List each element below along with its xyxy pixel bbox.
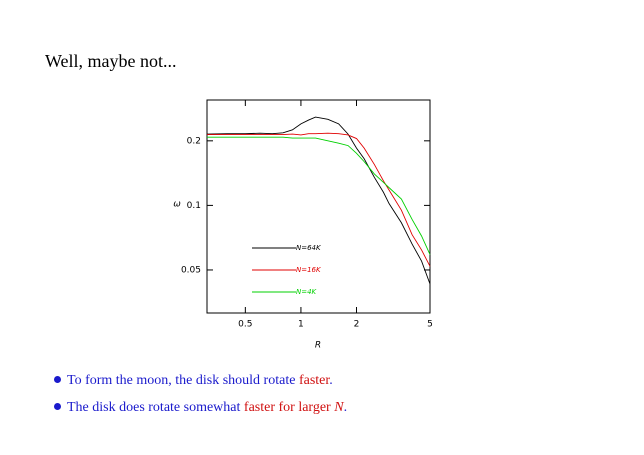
plot-frame <box>206 99 431 314</box>
bullet-text: N <box>334 400 344 415</box>
bullet-dot <box>54 403 61 410</box>
bullet-text: . <box>343 400 348 415</box>
bullet-text: faster for larger <box>243 400 335 415</box>
bullet-text: faster <box>298 373 330 388</box>
y-tick-label: 0.1 <box>187 201 201 211</box>
legend-label: N=4K <box>296 288 318 296</box>
line-series <box>207 132 431 267</box>
line-series <box>207 136 431 255</box>
y-tick-label: 0.2 <box>187 136 201 146</box>
bullet-text: To form the moon, the disk should rotate <box>67 373 299 388</box>
slide-title: Well, maybe not... <box>45 51 177 71</box>
bullet-dot <box>54 376 61 383</box>
y-axis-label: ω <box>173 200 181 210</box>
legend-label: N=16K <box>296 266 322 274</box>
x-tick-label: 0.5 <box>238 320 252 330</box>
bullet: To form the moon, the disk should rotate… <box>54 373 347 400</box>
bullet-text: . <box>329 373 333 388</box>
x-tick-label: 1 <box>298 320 304 330</box>
bullet-list: To form the moon, the disk should rotate… <box>54 373 347 427</box>
line-series <box>206 116 431 285</box>
legend-label: N=64K <box>296 244 322 252</box>
x-tick-label: 2 <box>354 320 360 330</box>
bullet-text: The disk does rotate somewhat <box>67 400 244 415</box>
bullet: The disk does rotate somewhat faster for… <box>54 400 347 427</box>
x-axis-label: R <box>315 341 321 351</box>
x-tick-label: 5 <box>427 320 433 330</box>
y-tick-label: 0.05 <box>181 265 201 275</box>
